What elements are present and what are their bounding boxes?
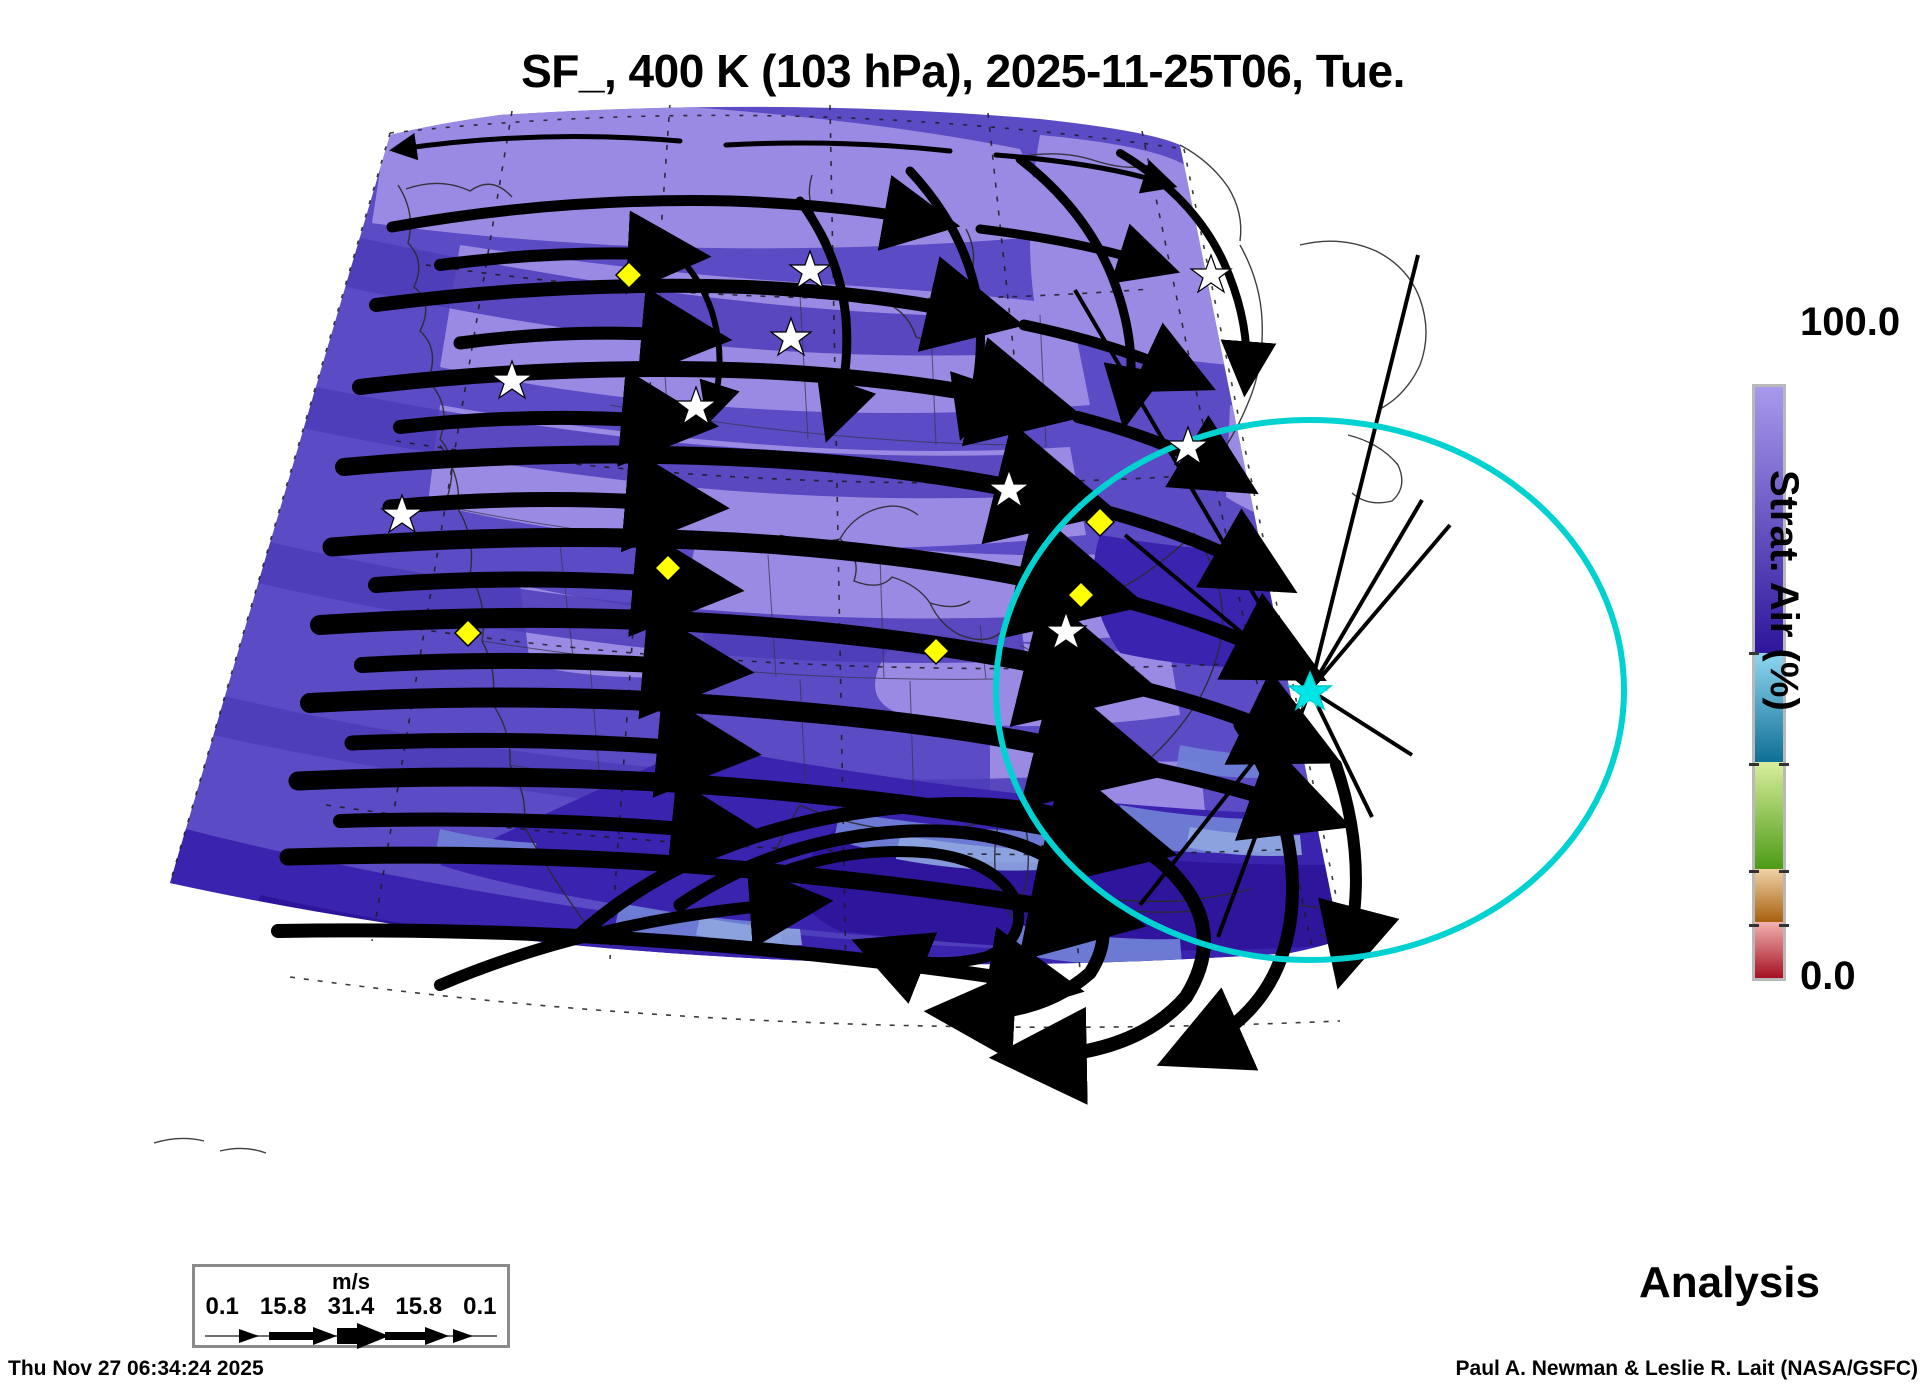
analysis-label: Analysis: [1639, 1258, 1820, 1307]
radial-spokes: [1073, 254, 1452, 938]
wind-streamlines: [271, 133, 1400, 1105]
map-canvas[interactable]: [140, 105, 1700, 1265]
map-panel[interactable]: [140, 105, 1700, 1265]
page-title: SF_, 400 K (103 hPa), 2025-11-25T06, Tue…: [521, 45, 1405, 97]
author-credit: Paul A. Newman & Leslie R. Lait (NASA/GS…: [1455, 1357, 1918, 1380]
colorbar-band-blue: [1755, 652, 1783, 763]
colorbar-band-red: [1755, 921, 1783, 978]
colorbar-min-label: 0.0: [1800, 954, 1856, 998]
wind-key-tick-5: 0.1: [463, 1293, 497, 1320]
station-star-icon: [1286, 670, 1334, 711]
colorbar-band-green: [1755, 762, 1783, 869]
colorbar-max-label: 100.0: [1800, 300, 1901, 344]
colorbar-band-brown: [1755, 868, 1783, 922]
wind-key-unit: m/s: [332, 1269, 370, 1294]
colorbar: [1752, 384, 1786, 981]
wind-key-ticks: 0.1 15.8 31.4 15.8 0.1: [195, 1293, 507, 1321]
yellow-diamond-markers: [453, 260, 1116, 666]
field-shading: [170, 106, 1340, 965]
wind-key-arrow-scale: [205, 1323, 497, 1349]
range-circle: [993, 417, 1627, 963]
render-timestamp: Thu Nov 27 06:34:24 2025: [8, 1357, 264, 1380]
wind-speed-key: m/s 0.1 15.8 31.4 15.8 0.1: [192, 1264, 510, 1349]
colorbar-band-purple: [1755, 387, 1783, 653]
wind-key-tick-3: 31.4: [327, 1293, 375, 1320]
white-star-markers: [380, 249, 1233, 651]
wind-key-tick-4: 15.8: [395, 1293, 443, 1320]
wind-key-tick-1: 0.1: [205, 1293, 239, 1320]
colorbar-ticks: [1749, 384, 1789, 981]
colorbar-axis-label: Strat. Air (%): [1762, 470, 1806, 711]
wind-key-tick-2: 15.8: [259, 1293, 307, 1320]
